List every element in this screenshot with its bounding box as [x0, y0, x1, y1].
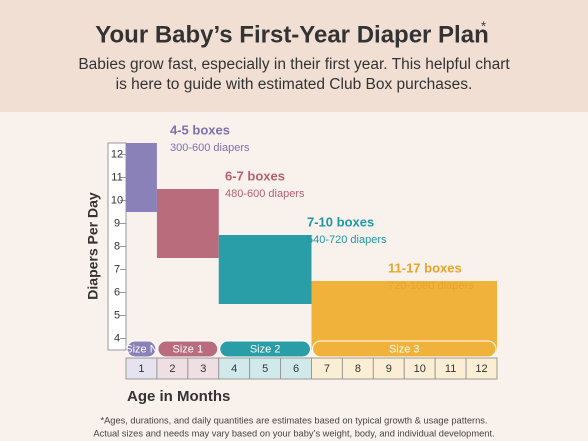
month-cell-tint: [373, 358, 404, 379]
y-tick-label: 9: [114, 217, 120, 229]
size-pill: [126, 340, 157, 358]
size-label: Size 1: [173, 343, 204, 355]
chart-title: Your Baby’s First-Year Diaper Plan: [95, 21, 488, 48]
bar: [218, 235, 312, 304]
month-cell-tint: [157, 358, 188, 379]
header-background: [0, 0, 588, 112]
x-tick-label: 2: [169, 363, 175, 375]
footnote: Actual sizes and needs may vary based on…: [93, 428, 494, 438]
x-tick-label: 7: [324, 363, 330, 375]
x-tick-label: 10: [414, 363, 426, 375]
month-cell-tint: [466, 358, 497, 379]
x-axis-label: Age in Months: [127, 388, 230, 405]
subtitle: is here to guide with estimated Club Box…: [116, 76, 473, 93]
size-label: Size 2: [250, 343, 281, 355]
y-tick-label: 6: [114, 286, 120, 298]
diapers-label: 300-600 diapers: [170, 142, 250, 154]
subtitle: Babies grow fast, especially in their fi…: [78, 56, 510, 73]
boxes-label: 7-10 boxes: [307, 214, 374, 229]
bar: [156, 189, 219, 258]
x-tick-label: 9: [386, 363, 392, 375]
boxes-label: 6-7 boxes: [225, 168, 285, 183]
diapers-label: 480-600 diapers: [225, 188, 305, 200]
y-tick-label: 11: [111, 171, 122, 183]
month-cell-tint: [312, 358, 342, 379]
footnote: *Ages, durations, and daily quantities a…: [100, 415, 487, 425]
size-pill: [219, 340, 311, 358]
x-tick-label: 12: [475, 363, 487, 375]
month-cell-tint: [404, 358, 435, 379]
y-tick-label: 7: [114, 263, 120, 275]
size-label: Size 3: [389, 343, 420, 355]
month-cell-tint: [250, 358, 281, 379]
x-tick-label: 5: [262, 363, 268, 375]
title-mark: *: [481, 18, 486, 33]
bar: [126, 143, 157, 212]
boxes-label: 4-5 boxes: [170, 122, 230, 137]
size-pill: [312, 340, 497, 358]
y-tick-label: 4: [114, 332, 120, 344]
x-tick-label: 11: [445, 363, 456, 375]
month-cell-tint: [342, 358, 373, 379]
diapers-label: 540-720 diapers: [307, 234, 387, 246]
x-tick-label: 3: [200, 363, 206, 375]
month-cell-tint: [188, 358, 219, 379]
x-tick-label: 4: [231, 363, 237, 375]
month-cell: [465, 357, 498, 380]
size-label: Size N: [125, 343, 157, 355]
y-tick-label: 10: [111, 194, 123, 206]
month-cell-tint: [281, 358, 311, 379]
y-axis-label: Diapers Per Day: [85, 192, 101, 300]
x-tick-label: 8: [355, 363, 361, 375]
month-cell-tint: [219, 358, 250, 379]
y-tick-label: 12: [111, 148, 123, 160]
y-tick-label: 8: [114, 240, 120, 252]
x-tick-label: 1: [138, 363, 144, 375]
diapers-label: 720-1080 diapers: [388, 280, 474, 292]
y-tick-label: 5: [114, 309, 120, 321]
boxes-label: 11-17 boxes: [388, 260, 462, 275]
month-cell-tint: [126, 358, 157, 379]
month-cell-tint: [435, 358, 466, 379]
size-pill: [157, 340, 219, 358]
x-tick-label: 6: [293, 363, 299, 375]
bar: [311, 281, 497, 350]
